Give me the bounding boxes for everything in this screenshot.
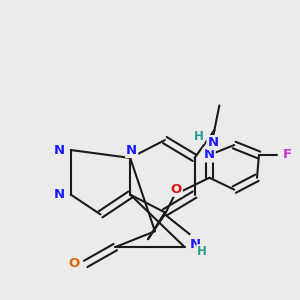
Text: H: H	[197, 245, 207, 258]
Text: N: N	[126, 144, 137, 157]
Text: N: N	[54, 143, 65, 157]
Text: O: O	[171, 183, 182, 196]
Text: F: F	[283, 148, 292, 161]
Text: O: O	[68, 257, 80, 270]
Text: N: N	[54, 188, 65, 201]
Text: N: N	[190, 238, 201, 251]
Text: H: H	[194, 130, 203, 143]
Text: N: N	[208, 136, 219, 149]
Text: N: N	[203, 148, 214, 161]
